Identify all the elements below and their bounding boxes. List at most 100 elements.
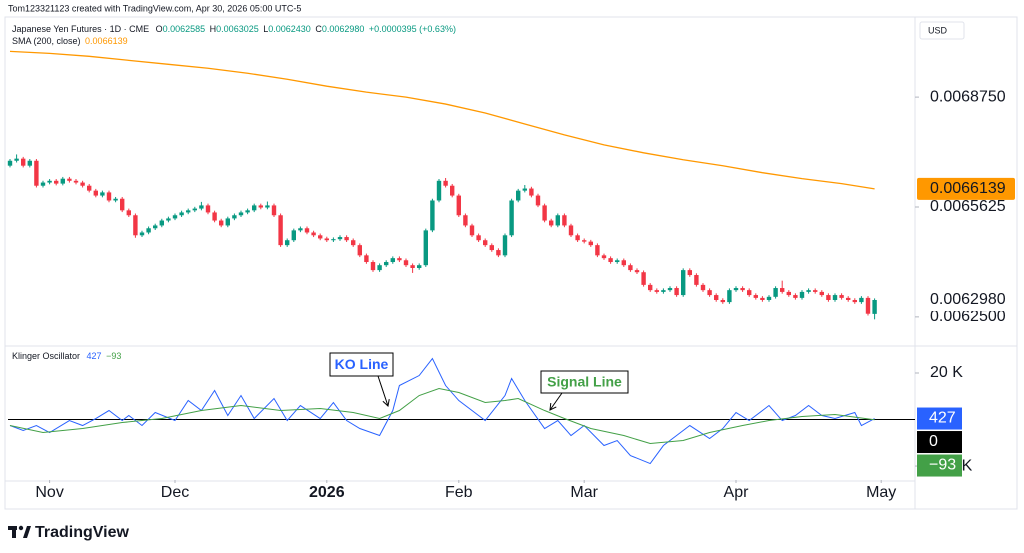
indicator-name: Klinger Oscillator [12, 351, 80, 361]
candle-body [34, 160, 39, 186]
candle-body [615, 260, 620, 263]
candle-body [133, 215, 138, 236]
candle-body [502, 235, 508, 256]
candle-body [522, 188, 527, 191]
candle-body [403, 260, 409, 266]
candle-body [826, 295, 831, 300]
indicator-line [9, 388, 875, 445]
candle-body [852, 299, 857, 303]
candle-body [562, 215, 567, 226]
candle-body [436, 180, 442, 201]
sma-price-label: 0.0066139 [930, 180, 1006, 197]
annotation-label: KO Line [335, 356, 389, 372]
symbol-legend: Japanese Yen Futures · 1D · CME O0.00625… [12, 24, 456, 34]
sma-legend: SMA (200, close) 0.0066139 [12, 36, 128, 46]
candle-body [648, 284, 653, 291]
annotation-arrow [377, 375, 389, 407]
candle-body [106, 192, 112, 201]
candle-body [192, 208, 197, 211]
candle-body [535, 195, 541, 206]
x-tick-label: May [866, 484, 896, 501]
y-tick-label: 0.0068750 [930, 88, 1006, 105]
logo-slash [23, 526, 31, 538]
sma-line [9, 50, 875, 190]
candle-body [390, 258, 395, 263]
candle-body [621, 260, 626, 266]
candle-body [469, 225, 475, 236]
currency-box[interactable] [919, 21, 965, 40]
candle-body [813, 290, 818, 292]
candle-body [575, 235, 580, 241]
candle-body [476, 235, 481, 241]
x-tick-label: Dec [161, 484, 189, 501]
annotation-label: Signal Line [547, 374, 622, 390]
candle-body [304, 228, 310, 233]
candle-body [410, 265, 415, 268]
candle-body [199, 205, 204, 209]
candle-body [819, 291, 824, 296]
ohlc-key: C [315, 24, 322, 34]
candle-body [654, 290, 659, 292]
candle-body [60, 178, 65, 184]
candle-body [146, 228, 151, 233]
logo-dot [18, 525, 24, 531]
candle-body [443, 180, 448, 186]
x-tick-label: Nov [35, 484, 63, 501]
candle-body [568, 225, 574, 236]
chart-frame [4, 16, 1018, 510]
ohlc-value: 0.0062430 [268, 24, 311, 34]
candle-body [265, 205, 270, 208]
candle-body [73, 180, 79, 183]
candle-body [674, 288, 679, 296]
candle-body [753, 295, 758, 298]
value-box-label: 427 [929, 410, 956, 427]
candle-body [27, 160, 32, 166]
x-tick-label: Feb [445, 484, 473, 501]
candle-body [872, 299, 877, 314]
value-box-label: 0 [929, 433, 938, 450]
candle-body [509, 200, 514, 236]
candle-body [21, 158, 26, 166]
candle-body [14, 158, 19, 161]
x-tick-label: 2026 [309, 484, 345, 501]
candle-body [714, 295, 719, 300]
candle-body [40, 182, 46, 186]
candle-body [786, 291, 791, 296]
candle-body [793, 295, 798, 298]
y-tick-label: 20 K [930, 364, 963, 381]
annotation-arrowhead [382, 399, 390, 407]
candle-body [324, 238, 329, 241]
candle-body [87, 185, 92, 191]
ohlc-key: L [263, 24, 268, 34]
x-tick-label: Mar [570, 484, 598, 501]
sma-name: SMA (200, close) [12, 36, 81, 46]
candle-body [661, 290, 666, 292]
candle-body [423, 230, 428, 266]
candle-body [846, 297, 851, 300]
candle-body [859, 297, 864, 303]
candle-body [100, 192, 105, 196]
currency[interactable]: USD [928, 25, 948, 35]
candle-body [238, 212, 244, 216]
candle-body [337, 237, 343, 240]
candle-body [641, 272, 646, 285]
candle-body [285, 240, 290, 246]
candle-body [555, 215, 560, 226]
change: +0.0000395 (+0.63%) [369, 24, 456, 34]
candle-body [153, 225, 158, 229]
credit: Tom123321123 created with TradingView.co… [8, 3, 301, 13]
signal-value: −93 [106, 351, 121, 361]
candle-body [7, 160, 13, 166]
candle-body [298, 228, 303, 231]
candle-body [608, 258, 613, 263]
ohlc-key: O [156, 24, 163, 34]
candle-body [700, 284, 706, 291]
candle-body [225, 218, 230, 226]
candle-body [667, 288, 673, 291]
candle-body [67, 178, 72, 181]
ohlc-value: 0.0062980 [322, 24, 365, 34]
annotation-box [329, 352, 394, 377]
candle-body [93, 190, 98, 196]
candle-body [720, 299, 725, 303]
